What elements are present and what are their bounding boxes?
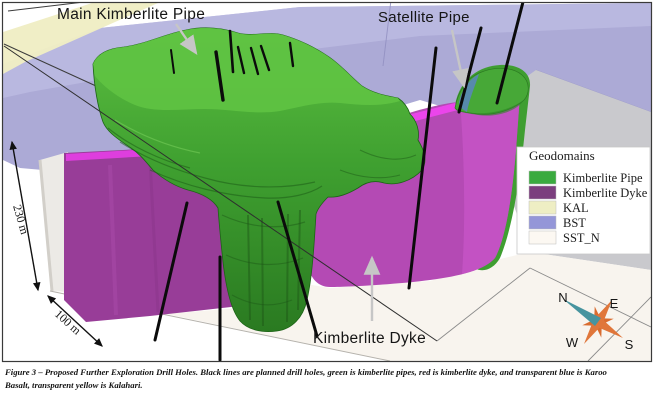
legend-item-label: BST: [563, 216, 586, 230]
left-wall-edge: [38, 159, 54, 292]
floor-edge-line: [436, 267, 531, 342]
legend-swatch: [528, 170, 557, 185]
drill-hole-line: [276, 200, 319, 338]
legend-item-label: Kimberlite Dyke: [563, 186, 648, 200]
compass-rose: N E W S: [558, 290, 633, 352]
scale-bars: [9, 140, 103, 347]
legend-item: SST_N: [528, 230, 600, 245]
scale-arrow-width: [47, 295, 103, 347]
figure-caption-line1: – Proposed Further Exploration Drill Hol…: [36, 367, 607, 377]
drill-hole-line: [407, 46, 438, 290]
legend-item-label: SST_N: [563, 231, 600, 245]
figure-caption-line2: Basalt, transparent yellow is Kalahari.: [5, 380, 143, 391]
legend-title: Geodomains: [529, 148, 595, 163]
box-edge-line: [3, 43, 97, 87]
main-pipe-label: Main Kimberlite Pipe: [57, 6, 205, 23]
compass-label-w: W: [566, 335, 579, 350]
drill-hole-line: [228, 29, 235, 74]
legend-swatch: [528, 185, 557, 200]
box-edge-line: [7, 3, 80, 12]
satellite-pipe-arrow: [450, 29, 469, 89]
bst-top-highlight: [3, 3, 651, 98]
satellite-pipe-dome: [454, 68, 529, 116]
satellite-pipe-label: Satellite Pipe: [378, 9, 470, 26]
drill-hole-line: [153, 201, 189, 342]
drill-hole-line: [249, 46, 260, 76]
model-scene: [3, 3, 651, 361]
compass-label-n: N: [558, 290, 567, 305]
bst-edge-line: [382, 3, 392, 67]
box-edge-line-front: [3, 45, 438, 342]
main-pipe-arrow: [175, 23, 198, 55]
legend-swatch: [528, 215, 557, 230]
annotation-arrows: [175, 23, 469, 321]
figure-border: [1, 1, 653, 363]
drill-hole-line: [170, 49, 175, 74]
drill-hole-line: [457, 26, 483, 114]
legend-item: Kimberlite Pipe: [528, 170, 643, 185]
dyke-label: Kimberlite Dyke: [313, 330, 426, 347]
legend-item: Kimberlite Dyke: [528, 185, 648, 200]
sst-floor: [52, 252, 651, 361]
scale-arrow-depth: [11, 141, 39, 291]
compass-point-south: [595, 318, 623, 338]
legend-item: KAL: [528, 200, 589, 215]
legend-item: BST: [528, 215, 586, 230]
drill-hole-line: [214, 50, 225, 102]
figure-caption-lead: Figure 3: [5, 367, 37, 377]
legend-swatch: [528, 200, 557, 215]
drill-hole-line: [236, 45, 246, 75]
drill-hole-line: [288, 41, 295, 68]
compass-north-pointer: [563, 299, 601, 326]
bst-window-patch: [459, 74, 479, 112]
drill-holes: [153, 3, 525, 361]
compass-label-s: S: [625, 337, 634, 352]
main-kimberlite-pipe-body: [92, 27, 426, 332]
legend: Geodomains Kimberlite Pipe Kimberlite Dy…: [516, 146, 651, 255]
compass-label-e: E: [610, 296, 619, 311]
figure-caption: Figure 3 – Proposed Further Exploration …: [5, 366, 650, 392]
drill-hole-line: [259, 44, 271, 72]
legend-swatch: [528, 230, 557, 245]
legend-item-label: Kimberlite Pipe: [563, 171, 643, 185]
scale-label-depth: 230 m: [10, 203, 32, 237]
drill-hole-line: [495, 3, 525, 105]
floor-edge-line: [587, 296, 651, 361]
kal-kalahari-layer: [3, 3, 158, 74]
legend-item-label: KAL: [563, 201, 589, 215]
